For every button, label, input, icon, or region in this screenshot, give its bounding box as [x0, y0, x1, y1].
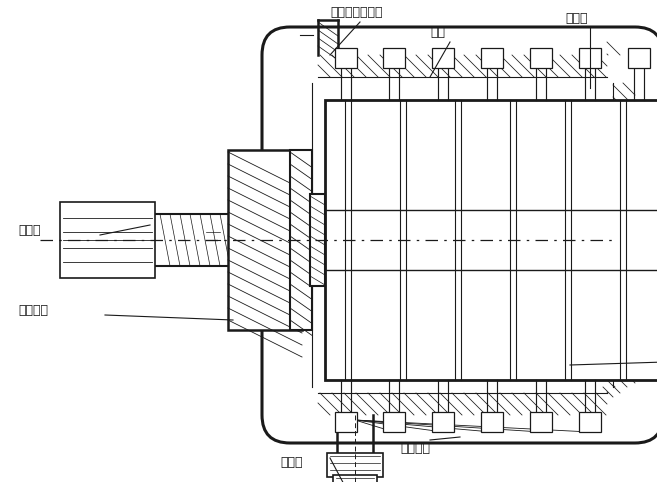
Bar	[530, 412, 552, 432]
Text: 动触点: 动触点	[565, 12, 587, 25]
Text: 出线口: 出线口	[280, 455, 302, 469]
Bar	[481, 48, 503, 68]
FancyBboxPatch shape	[262, 27, 657, 443]
Bar	[335, 412, 357, 432]
Bar	[579, 412, 601, 432]
Bar	[228, 150, 302, 330]
Bar	[579, 48, 601, 68]
Bar	[310, 194, 325, 286]
Bar	[383, 412, 405, 432]
Bar	[383, 48, 405, 68]
Bar	[530, 48, 552, 68]
Bar	[432, 48, 454, 68]
Text: 进线口: 进线口	[18, 224, 41, 237]
Bar	[327, 453, 383, 477]
Text: 外壳: 外壳	[430, 26, 445, 39]
Text: 连接导线: 连接导线	[400, 442, 430, 455]
Text: 静止导电片: 静止导电片	[565, 363, 602, 376]
Text: 机械转动连接板: 机械转动连接板	[330, 5, 382, 18]
Bar	[481, 412, 503, 432]
Bar	[290, 150, 312, 330]
Bar	[628, 48, 650, 68]
Bar	[60, 202, 155, 278]
Bar	[335, 48, 357, 68]
Text: 固定底座: 固定底座	[18, 304, 48, 317]
Bar	[432, 412, 454, 432]
Bar	[333, 475, 377, 482]
Bar	[325, 100, 657, 380]
